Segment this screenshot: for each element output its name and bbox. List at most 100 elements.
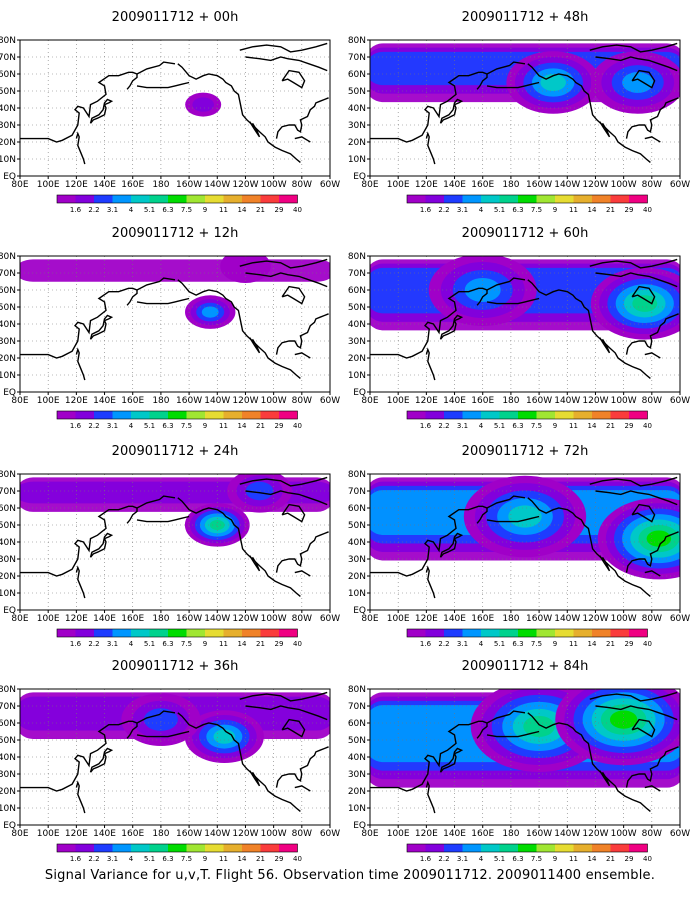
x-tick-label: 140E: [93, 614, 116, 624]
x-tick-label: 80E: [11, 396, 28, 406]
coastline: [631, 503, 656, 523]
x-tick-label: 100E: [387, 396, 410, 406]
variance-contour: [192, 97, 214, 112]
y-tick-label: 60N: [348, 286, 366, 296]
colorbar-swatch: [573, 629, 592, 637]
y-tick-label: 60N: [0, 504, 16, 514]
coastline: [476, 508, 488, 524]
colorbar-frame: [56, 194, 298, 204]
y-tick-label: 30N: [348, 121, 366, 131]
coastline: [275, 97, 329, 139]
variance-field: [20, 40, 330, 176]
colorbar-swatch: [518, 195, 537, 203]
y-tick-label: 30N: [348, 337, 366, 347]
colorbar-swatch: [462, 195, 481, 203]
colorbar-swatch: [481, 195, 500, 203]
x-tick-label: 60W: [670, 396, 690, 406]
colorbar-label: 6.3: [162, 855, 173, 863]
colorbar-frame: [56, 410, 298, 420]
y-tick-label: 70N: [348, 53, 366, 63]
colorbar-swatch: [242, 411, 261, 419]
colorbar-label: 21: [606, 206, 615, 214]
x-tick-label: 160E: [121, 396, 144, 406]
colorbar-swatch: [536, 411, 555, 419]
x-tick-label: 140E: [443, 180, 466, 190]
coastline: [439, 747, 464, 773]
y-tick-label: 20N: [0, 138, 16, 148]
coastline: [245, 705, 328, 721]
colorbar-label: 14: [588, 206, 597, 214]
coastline: [126, 723, 138, 739]
colorbar-label: 7.5: [531, 206, 542, 214]
y-tick-label: 50N: [0, 736, 16, 746]
colorbar-frame: [406, 410, 648, 420]
x-tick-label: 140W: [204, 396, 230, 406]
panel-title: 2009011712 + 00h: [112, 10, 239, 25]
colorbar-label: 21: [256, 206, 265, 214]
variance-field: [370, 256, 680, 392]
colorbar-label: 9: [553, 640, 557, 648]
coastline: [625, 313, 679, 355]
colorbar-label: 40: [293, 855, 302, 863]
colorbar-label: 6.3: [512, 855, 523, 863]
colorbar-swatch: [205, 844, 224, 852]
variance-contour: [646, 530, 672, 547]
colorbar-swatch: [260, 411, 279, 419]
colorbar-swatch: [279, 195, 298, 203]
panel-title: 2009011712 + 24h: [112, 444, 239, 459]
colorbar-swatch: [131, 844, 150, 852]
y-tick-label: 80N: [0, 685, 16, 695]
x-tick-label: 140E: [93, 396, 116, 406]
colorbar-swatch: [518, 844, 537, 852]
x-tick-label: 80E: [11, 829, 28, 839]
variance-contour: [143, 708, 178, 731]
y-tick-label: 10N: [0, 371, 16, 381]
y-tick-label: 70N: [0, 702, 16, 712]
colorbar-label: 2.2: [88, 855, 99, 863]
y-tick-label: EQ: [3, 388, 16, 398]
y-tick-label: 60N: [348, 719, 366, 729]
colorbar-swatch: [57, 195, 76, 203]
colorbar-label: 2.2: [88, 206, 99, 214]
coastline: [625, 746, 679, 788]
chart-panel: 2009011712 + 48h 80E 100E 120E 140E 160E 180 16…: [348, 10, 690, 214]
colorbar-label: 29: [275, 640, 284, 648]
x-tick-label: 160E: [471, 180, 494, 190]
x-tick-label: 140W: [204, 829, 230, 839]
y-tick-label: EQ: [353, 388, 366, 398]
colorbar-label: 4: [479, 206, 484, 214]
colorbar-label: 5.1: [494, 640, 505, 648]
colorbar-swatch: [407, 629, 426, 637]
colorbar-label: 40: [293, 640, 302, 648]
y-tick-label: 80N: [0, 252, 16, 262]
colorbar-label: 9: [203, 422, 207, 430]
y-tick-label: 70N: [0, 53, 16, 63]
colorbar-swatch: [186, 844, 205, 852]
y-tick-label: 70N: [348, 487, 366, 497]
coastline: [239, 476, 328, 487]
variance-field: [370, 689, 680, 825]
colorbar-label: 14: [238, 422, 247, 430]
colorbar-swatch: [112, 195, 131, 203]
y-tick-label: 40N: [348, 104, 366, 114]
coastline: [239, 691, 328, 702]
x-tick-label: 140E: [93, 180, 116, 190]
coastline: [75, 131, 86, 165]
x-tick-label: 160E: [121, 180, 144, 190]
x-tick-label: 120E: [65, 614, 88, 624]
y-tick-label: 80N: [348, 36, 366, 46]
coastline: [476, 290, 488, 306]
coastline: [527, 712, 651, 812]
colorbar-swatch: [481, 844, 500, 852]
x-tick-label: 80W: [292, 829, 312, 839]
colorbar-label: 21: [606, 640, 615, 648]
x-tick-label: 160E: [471, 614, 494, 624]
y-tick-label: EQ: [353, 606, 366, 616]
colorbar-label: 7.5: [531, 640, 542, 648]
x-tick-label: 80W: [642, 614, 662, 624]
colorbar-label: 1.6: [420, 422, 432, 430]
coastline: [239, 42, 328, 53]
x-tick-label: 100W: [611, 829, 637, 839]
y-tick-label: 20N: [348, 354, 366, 364]
x-tick-label: 80W: [292, 614, 312, 624]
